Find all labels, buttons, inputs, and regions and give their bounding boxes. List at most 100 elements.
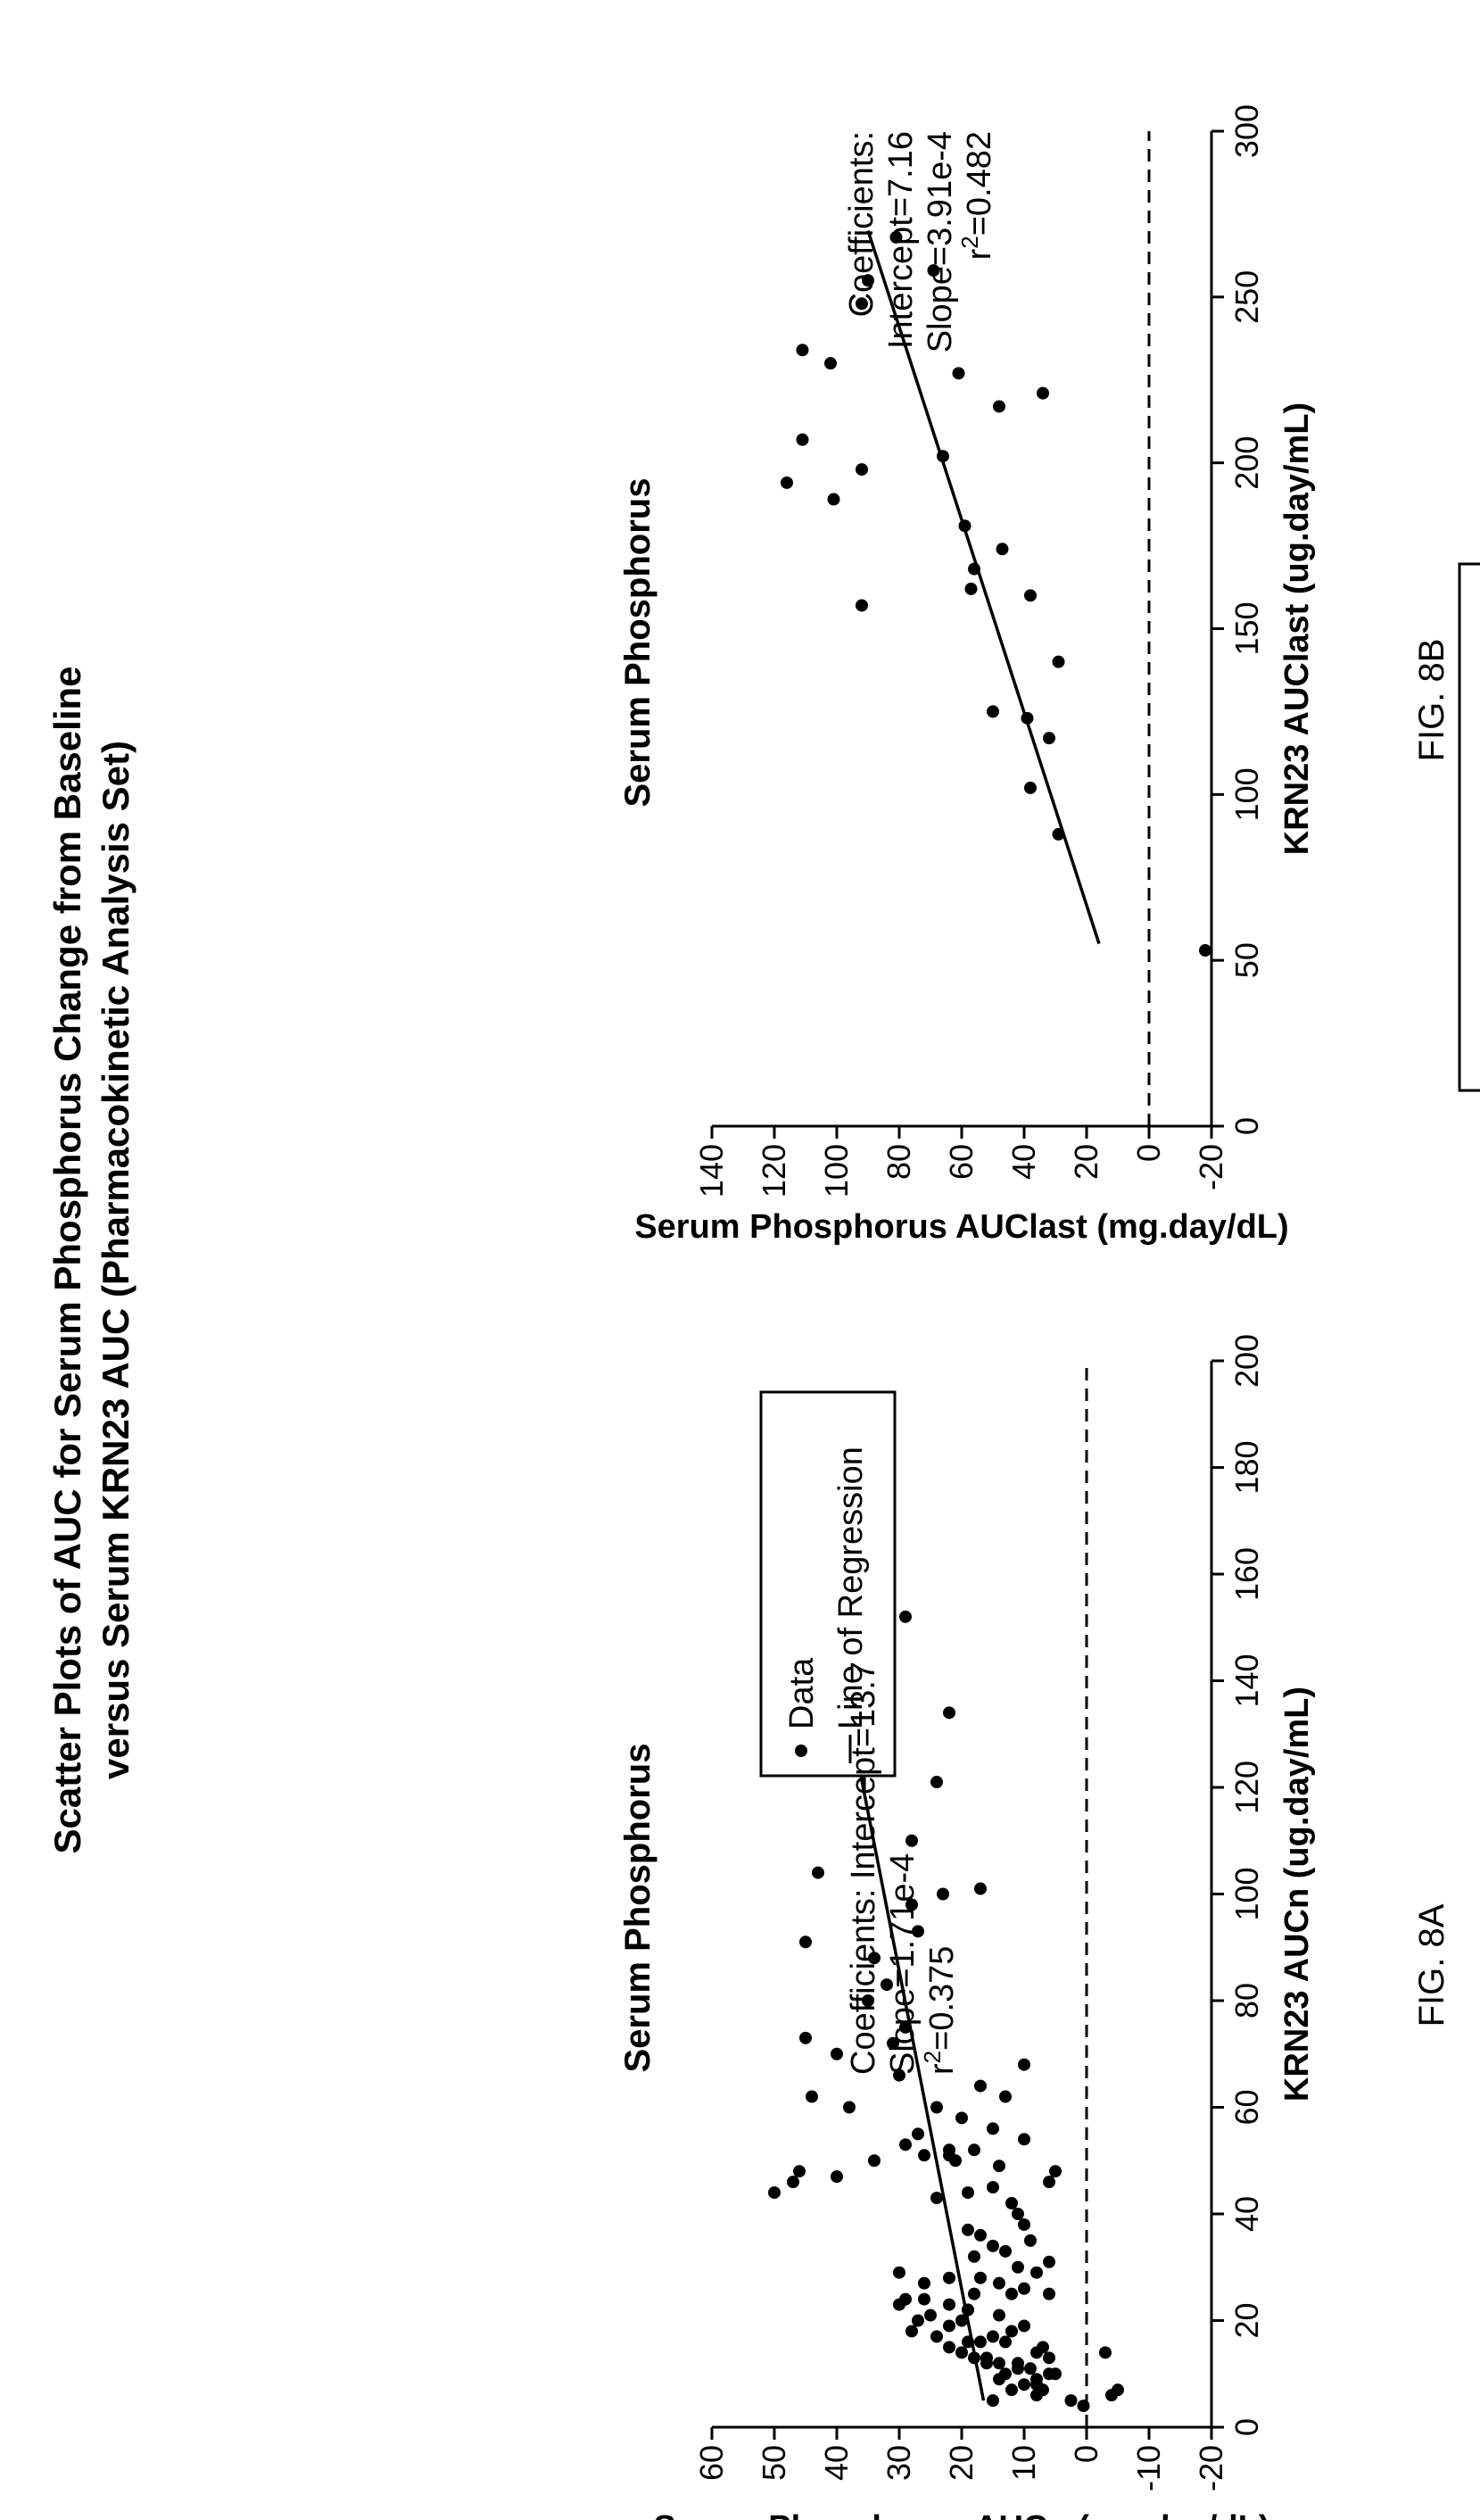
data-point: [868, 1952, 881, 1965]
x-tick-label: 50: [1228, 942, 1265, 978]
data-point: [796, 433, 809, 446]
data-point: [962, 2186, 974, 2200]
data-point: [799, 1936, 812, 1949]
data-point: [962, 2223, 974, 2236]
data-point: [1052, 655, 1065, 668]
data-point: [980, 2351, 993, 2365]
panel-b: 0 50 100 150 200 250 300 -20 0 20 40 60 80 100 120 140 K…: [618, 104, 1480, 1246]
x-tick-label: 0: [1228, 1117, 1265, 1135]
y-tick-label: 60: [693, 2445, 730, 2481]
data-point: [974, 2228, 987, 2242]
data-point: [862, 274, 874, 287]
data-point: [1030, 2378, 1043, 2392]
y-tick-label: 20: [943, 2445, 980, 2481]
data-point: [974, 2271, 987, 2284]
data-point: [905, 2325, 918, 2338]
x-tick-label: 100: [1228, 1867, 1265, 1920]
x-tick-label: 160: [1228, 1547, 1265, 1601]
data-point: [1018, 2217, 1030, 2231]
data-point: [1043, 2367, 1055, 2381]
data-point: [899, 2138, 912, 2151]
data-point: [962, 2303, 974, 2317]
data-point: [796, 344, 809, 357]
data-point: [930, 2330, 943, 2343]
coefficients-r2: r2=0.375: [919, 1946, 961, 2075]
data-point: [937, 450, 949, 463]
data-point: [881, 1978, 893, 1992]
data-point: [862, 1994, 874, 2007]
data-point: [955, 2314, 968, 2327]
data-point: [1018, 2319, 1030, 2333]
data-point: [962, 2335, 974, 2349]
y-tick-label: 0: [1068, 2445, 1104, 2463]
r2-value: =0.482: [961, 131, 998, 236]
data-point: [856, 463, 868, 477]
y-tick-label: 20: [1068, 1144, 1104, 1180]
data-point: [768, 2186, 781, 2200]
data-point: [1005, 2325, 1018, 2338]
y-axis-label: Serum Phosphorus AUClast (mg.day/dL): [634, 1208, 1288, 1246]
r2-value: =0.375: [923, 1946, 961, 2051]
data-point: [806, 2090, 818, 2103]
y-tick-label: 120: [756, 1144, 792, 1198]
data-point: [968, 562, 980, 576]
data-point: [1005, 2383, 1018, 2397]
y-tick-label: -20: [1193, 1144, 1229, 1190]
data-point: [887, 2036, 899, 2050]
data-point: [831, 2170, 843, 2184]
data-point: [943, 2298, 955, 2311]
data-point: [1024, 2234, 1037, 2247]
y-tick-label: -10: [1130, 2445, 1167, 2491]
data-point: [1012, 2260, 1024, 2274]
y-tick-label: -20: [1193, 2445, 1229, 2491]
coefficients-line: Coefficients: Intercept=13.7: [845, 1662, 882, 2075]
data-point: [1043, 2176, 1055, 2189]
data-point: [1018, 2133, 1030, 2146]
data-point: [1024, 781, 1037, 794]
data-point: [987, 705, 999, 718]
data-point: [1043, 2351, 1055, 2365]
data-point: [1037, 2341, 1049, 2354]
y-tick-label: 80: [881, 1144, 917, 1180]
x-tick-label: 200: [1228, 1334, 1265, 1388]
x-tick-label: 300: [1228, 104, 1265, 158]
data-point: [968, 2351, 980, 2365]
data-point: [827, 493, 840, 506]
data-point: [999, 2090, 1012, 2103]
data-point: [974, 2335, 987, 2349]
data-point: [968, 2250, 980, 2263]
y-tick-label: 10: [1005, 2445, 1042, 2481]
data-point: [1030, 2266, 1043, 2279]
x-tick-label: 150: [1228, 601, 1265, 655]
data-point: [1043, 2255, 1055, 2268]
data-point: [955, 2346, 968, 2359]
data-point: [918, 2149, 930, 2162]
data-point: [905, 1898, 918, 1911]
chart-title: Serum Phosphorus: [618, 478, 657, 808]
x-tick-label: 80: [1228, 1983, 1265, 2018]
data-point: [905, 1834, 918, 1847]
figure-label: FIG. 8B: [1412, 639, 1451, 762]
data-point: [974, 2079, 987, 2093]
data-point: [912, 2127, 924, 2141]
data-point: [1077, 2400, 1090, 2413]
data-point: [974, 1882, 987, 1895]
coefficients-r2: r2=0.482: [956, 131, 998, 260]
panel-a: 0 20 40 60 80 100 120 140 160 180 200 -20 -10 0 10 20 30…: [618, 1334, 1451, 2520]
data-point: [930, 2192, 943, 2205]
data-point: [868, 2154, 881, 2168]
data-point: [955, 2111, 968, 2125]
data-point: [812, 1866, 824, 1879]
data-point: [943, 1706, 955, 1720]
data-point: [943, 2341, 955, 2354]
data-point: [958, 519, 972, 533]
data-point: [999, 2335, 1012, 2349]
data-point: [993, 2309, 1005, 2322]
coefficients: Coefficients: Intercept=13.7 Slope=1.71e-…: [845, 1662, 961, 2075]
data-point: [968, 2287, 980, 2300]
data-point: [787, 2176, 799, 2189]
data-point: [943, 2319, 955, 2333]
data-point: [943, 2271, 955, 2284]
data-point: [987, 2394, 999, 2408]
data-point: [1018, 2058, 1030, 2071]
